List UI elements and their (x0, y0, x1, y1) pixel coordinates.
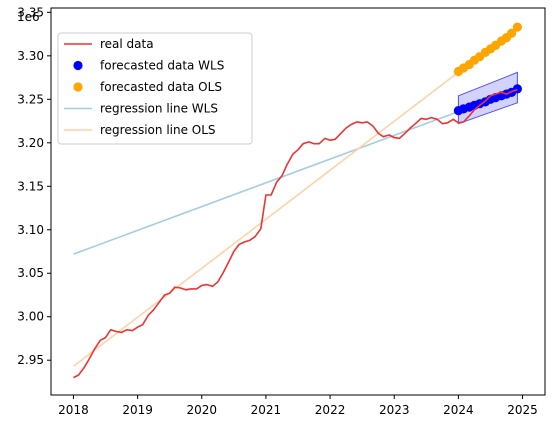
x-tick-label: 2019 (122, 403, 153, 417)
legend-swatch-marker (73, 82, 83, 92)
y-tick-label: 3.30 (17, 49, 44, 63)
y-tick-label: 3.10 (17, 223, 44, 237)
y-tick-label: 3.15 (17, 179, 44, 193)
y-tick-label: 3.05 (17, 266, 44, 280)
plot-area (73, 22, 523, 379)
y-tick-label: 3.25 (17, 92, 44, 106)
y-tick-label: 3.35 (17, 5, 44, 19)
legend-label: regression line WLS (100, 102, 218, 116)
legend-label: real data (100, 37, 154, 51)
legend-label: regression line OLS (100, 123, 216, 137)
y-axis-offset-label: 1e6 (17, 10, 40, 24)
ols-forecast-point (507, 28, 517, 38)
legend-label: forecasted data OLS (100, 80, 222, 94)
legend-label: forecasted data WLS (100, 59, 224, 73)
x-tick-label: 2020 (186, 403, 217, 417)
regression-line-ols (73, 26, 518, 367)
legend: real data forecasted data WLS forecasted d… (57, 32, 253, 145)
y-tick-label: 2.95 (17, 353, 44, 367)
x-tick-label: 2021 (251, 403, 282, 417)
wls-forecast-point (512, 84, 523, 94)
ols-forecast-point (512, 22, 523, 32)
axes-frame (50, 7, 546, 396)
y-tick-label: 3.00 (17, 310, 44, 324)
x-tick-label: 2025 (507, 403, 538, 417)
x-tick-label: 2024 (443, 403, 474, 417)
x-tick-label: 2018 (58, 403, 89, 417)
x-tick-label: 2023 (379, 403, 410, 417)
real-data-line (73, 88, 518, 379)
regression-line-wls (73, 88, 518, 255)
axes: 2018 2019 2020 2021 2022 2023 2024 2025 2.95 3.00… (17, 5, 546, 417)
legend-swatch-marker (73, 60, 83, 71)
y-tick-label: 3.20 (17, 136, 44, 150)
x-tick-label: 2022 (315, 403, 346, 417)
legend-box (57, 32, 253, 145)
